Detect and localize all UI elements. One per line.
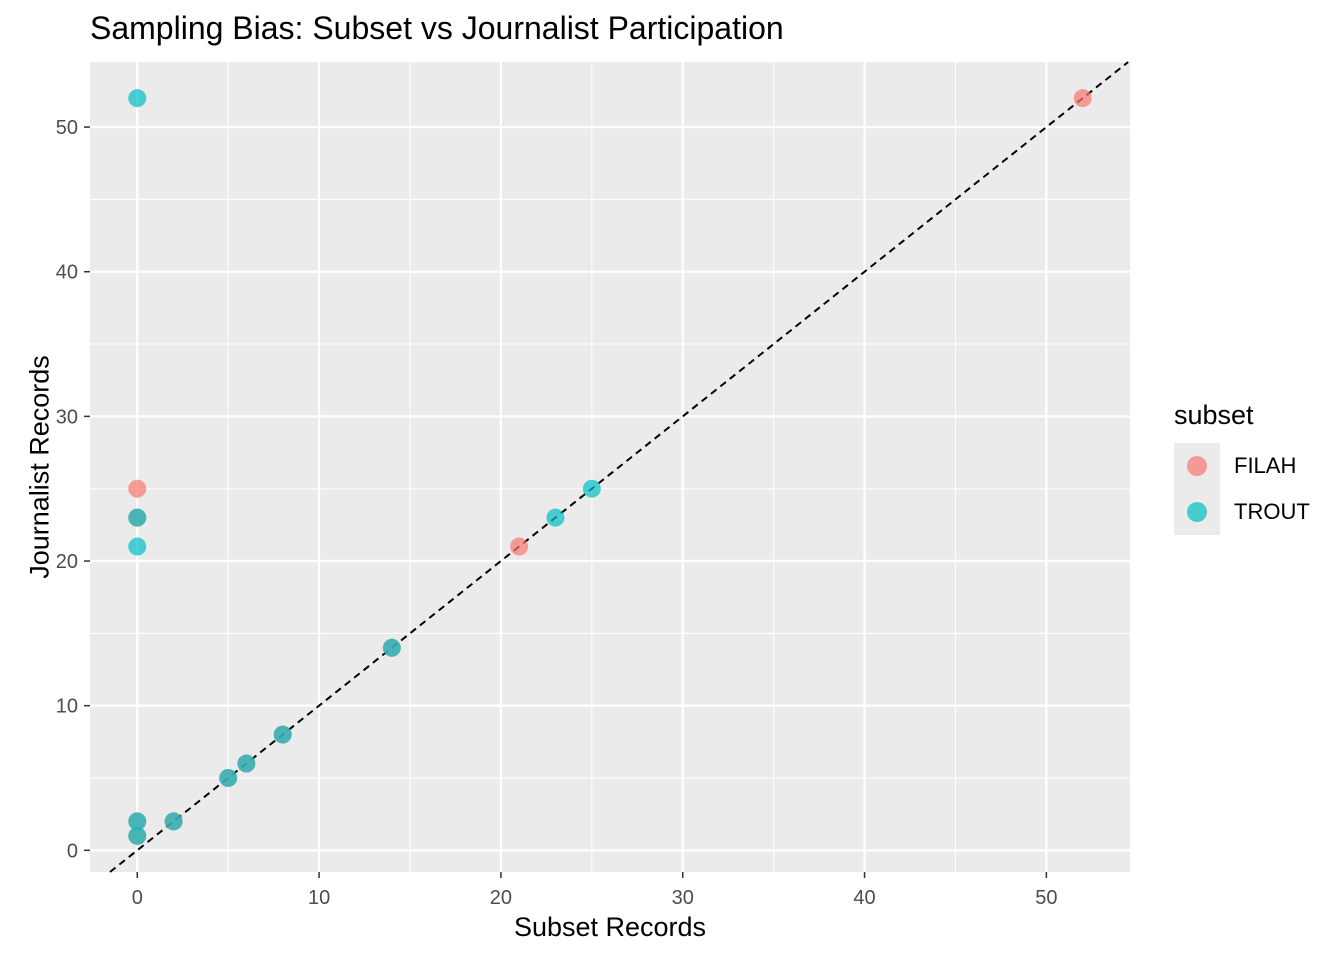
legend: subset FILAH TROUT — [1174, 400, 1310, 535]
legend-label: FILAH — [1234, 453, 1297, 478]
x-tick-label: 30 — [672, 887, 694, 909]
data-point-trout — [219, 768, 238, 787]
x-tick-label: 40 — [853, 887, 875, 909]
legend-key — [1174, 489, 1220, 535]
data-point-trout — [128, 508, 147, 527]
y-tick-label: 50 — [56, 117, 78, 139]
data-points — [128, 89, 1092, 845]
x-tick-label: 10 — [308, 887, 330, 909]
data-point-trout — [164, 812, 183, 831]
x-tick-label: 50 — [1035, 887, 1057, 909]
data-point-trout — [273, 725, 292, 744]
minor-gridlines — [90, 62, 1130, 872]
data-point-trout — [128, 89, 147, 108]
data-point-filah — [128, 479, 147, 498]
legend-title: subset — [1174, 400, 1254, 430]
legend-dot-trout — [1187, 502, 1207, 522]
major-gridlines — [90, 62, 1130, 872]
data-point-filah — [510, 537, 529, 556]
data-point-trout — [128, 812, 147, 831]
data-point-trout — [128, 826, 147, 845]
data-point-trout — [128, 537, 147, 556]
y-tick-label: 0 — [67, 840, 78, 862]
legend-item-trout: TROUT — [1174, 489, 1310, 535]
legend-key — [1174, 443, 1220, 489]
y-tick-label: 20 — [56, 551, 78, 573]
data-point-filah — [1073, 89, 1092, 108]
y-tick-label: 10 — [56, 696, 78, 718]
chart-title: Sampling Bias: Subset vs Journalist Part… — [90, 10, 784, 46]
x-axis-ticks: 0 10 20 30 40 50 — [132, 872, 1057, 909]
legend-item-filah: FILAH — [1174, 443, 1310, 489]
data-point-trout — [546, 508, 565, 527]
plot-panel — [90, 62, 1130, 872]
legend-label: TROUT — [1234, 499, 1310, 524]
y-tick-label: 40 — [56, 262, 78, 284]
y-tick-label: 30 — [56, 406, 78, 428]
data-point-trout — [237, 754, 256, 773]
y-axis-ticks: 0 10 20 30 40 50 — [56, 117, 90, 862]
data-point-trout — [382, 638, 401, 657]
legend-dot-filah — [1187, 456, 1207, 476]
x-tick-label: 20 — [490, 887, 512, 909]
y-axis-label: Journalist Records — [24, 355, 55, 579]
x-axis-label: Subset Records — [513, 912, 707, 942]
data-point-trout — [582, 479, 601, 498]
x-tick-label: 0 — [132, 887, 143, 909]
